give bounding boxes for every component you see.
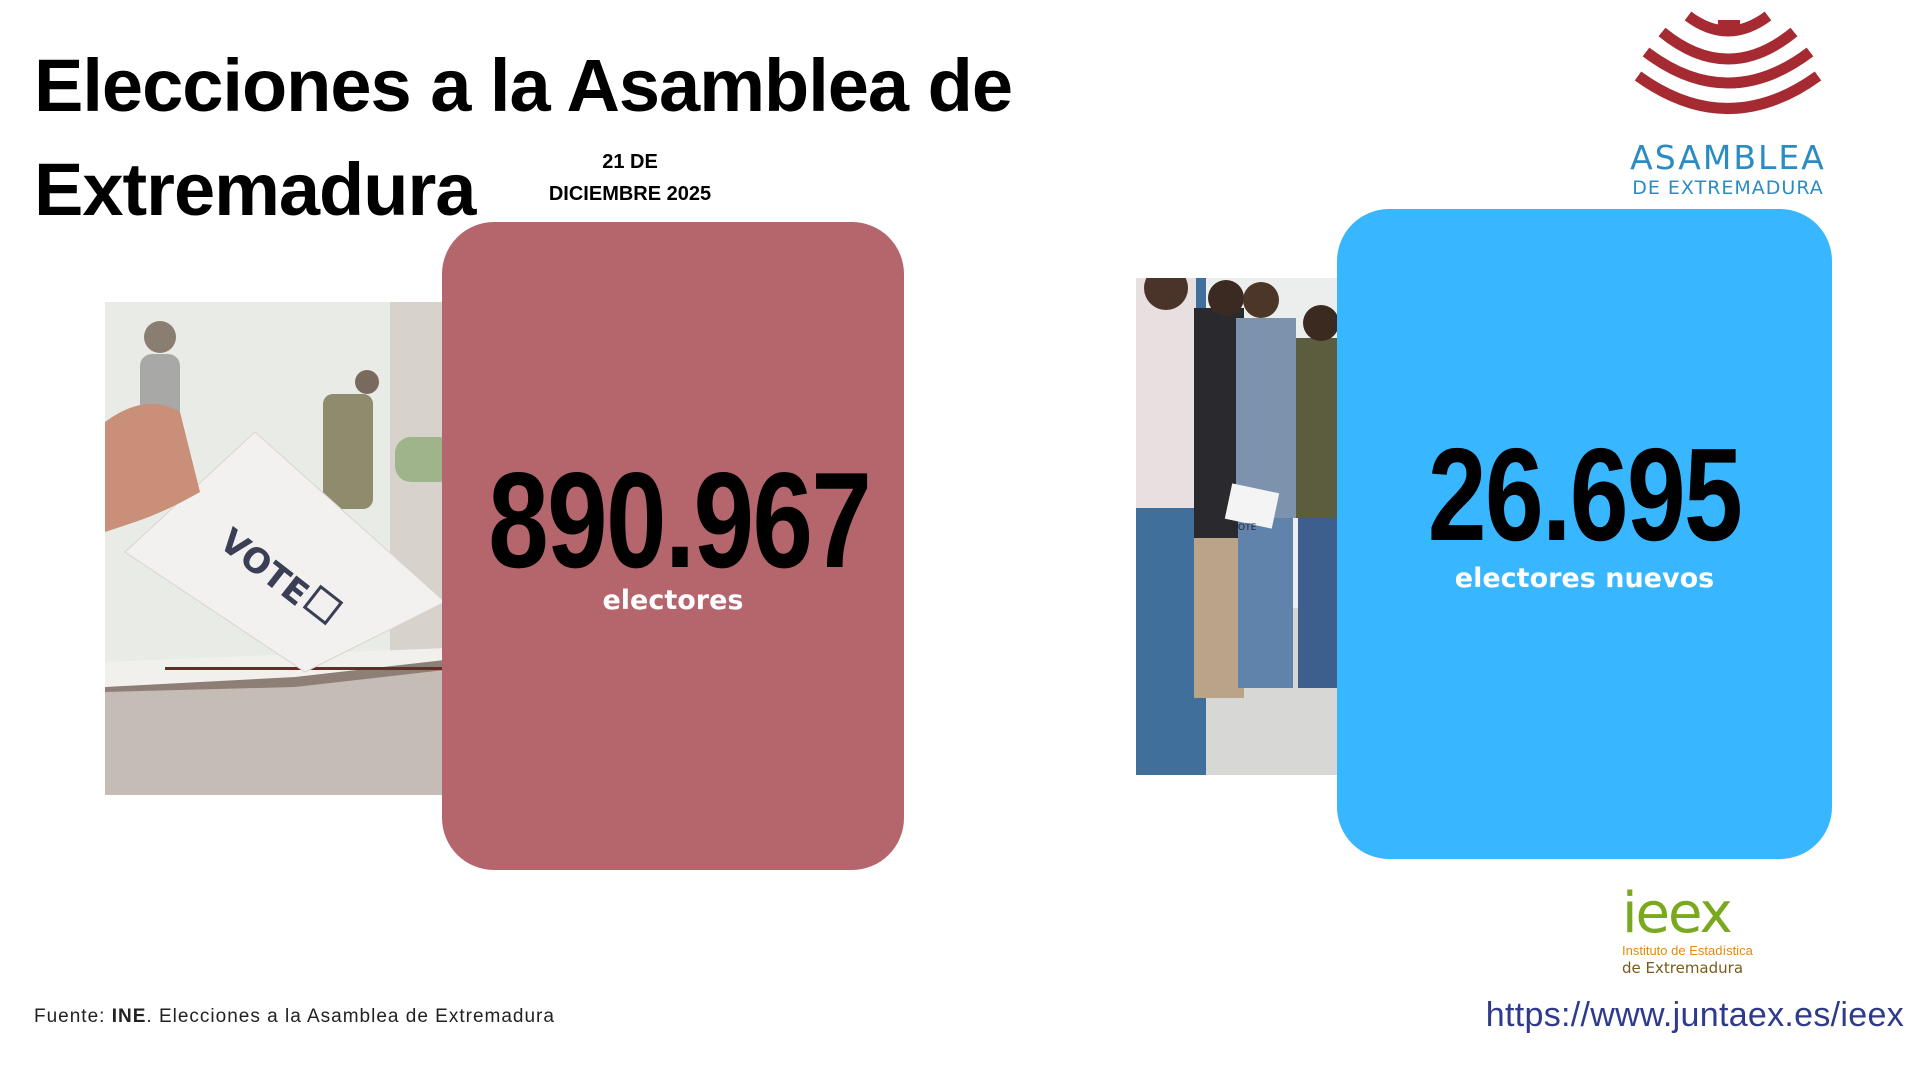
asamblea-logo: ASAMBLEA DE EXTREMADURA: [1630, 11, 1826, 199]
source-prefix: Fuente:: [34, 1006, 112, 1027]
electores-card: 890.967 electores: [442, 222, 904, 870]
electores-nuevos-value: 26.695: [1427, 421, 1743, 568]
electores-label: electores: [602, 585, 744, 616]
electores-nuevos-card: 26.695 electores nuevos: [1337, 209, 1832, 859]
ieex-url-link[interactable]: https://www.juntaex.es/ieex: [1485, 996, 1904, 1034]
ieex-line1: Instituto de Estadística: [1622, 943, 1754, 958]
ieex-line2: de Extremadura: [1622, 959, 1743, 977]
source-bold: INE: [111, 1006, 147, 1027]
asamblea-logo-line1: ASAMBLEA: [1630, 138, 1826, 177]
electores-value: 890.967: [488, 444, 872, 596]
page-title: Elecciones a la Asamblea de Extremadura: [34, 44, 1013, 231]
date-line-2: DICIEMBRE 2025: [548, 183, 712, 205]
asamblea-logo-line2: DE EXTREMADURA: [1632, 177, 1824, 199]
ballot-box-photo: VOTE: [105, 302, 471, 795]
electores-nuevos-label: electores nuevos: [1454, 563, 1715, 594]
source-note: Fuente: INE. Elecciones a la Asamblea de…: [34, 1006, 555, 1028]
date-line-1: 21 DE: [602, 151, 658, 173]
source-rest: . Elecciones a la Asamblea de Extremadur…: [146, 1006, 555, 1027]
ieex-logo: ieex Instituto de Estadística de Extrema…: [1622, 881, 1754, 977]
ieex-brand: ieex: [1622, 881, 1731, 946]
queue-vote-text: VOTE: [1232, 523, 1257, 533]
election-date: 21 DE DICIEMBRE 2025: [530, 146, 730, 210]
